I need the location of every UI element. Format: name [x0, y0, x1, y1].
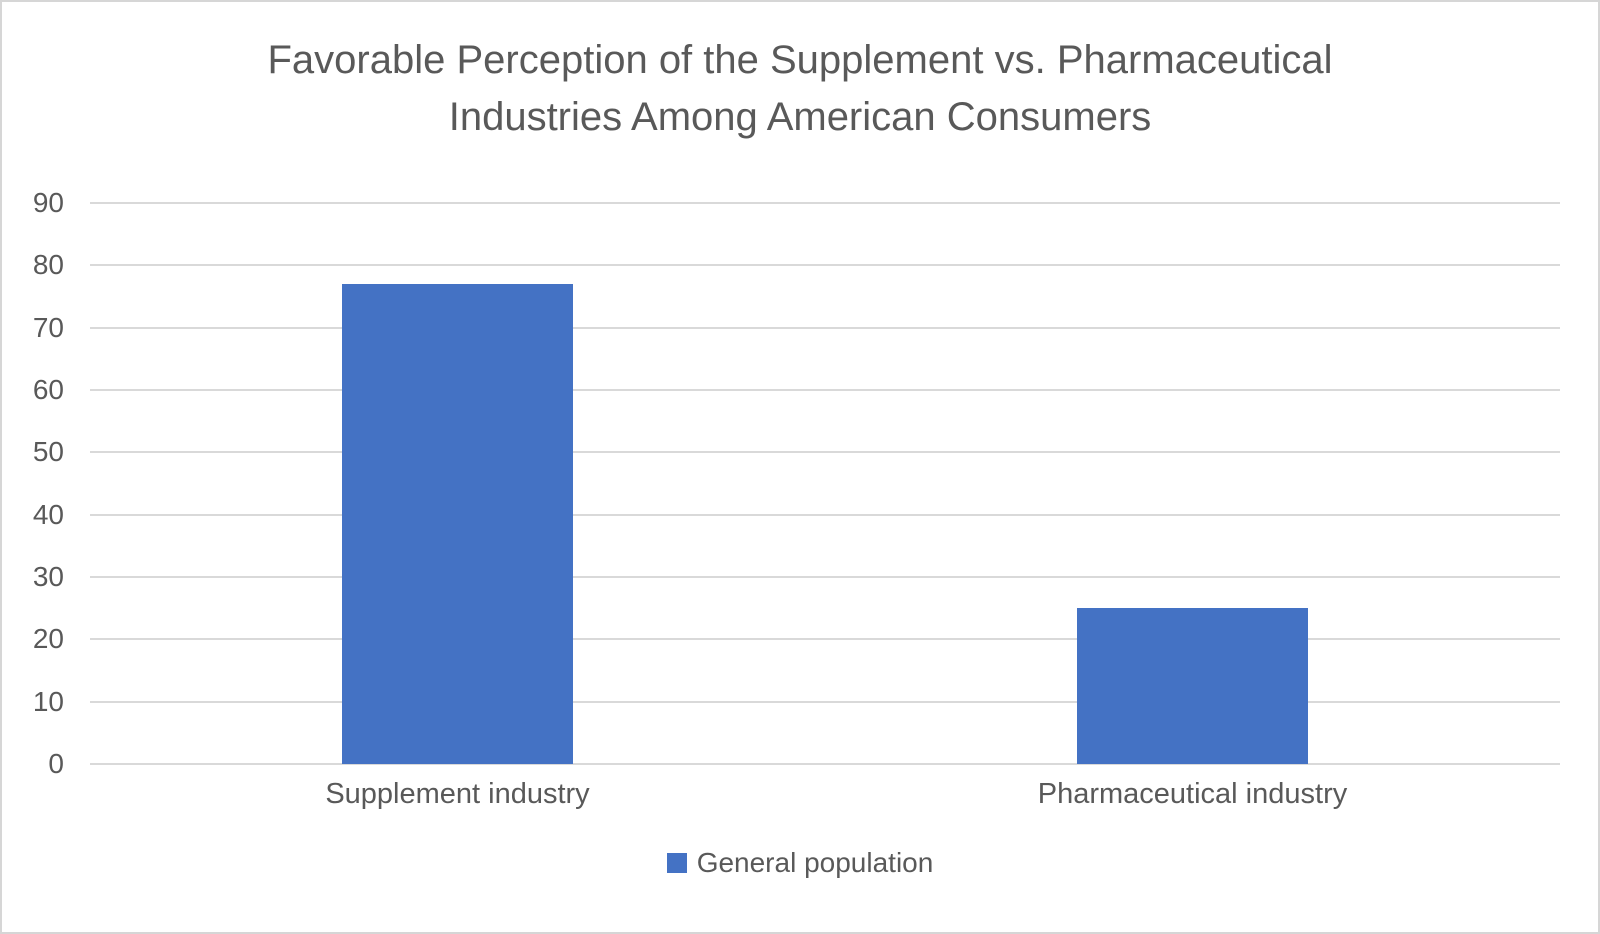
gridline: [90, 700, 1560, 703]
y-axis-tick-label: 20: [32, 623, 64, 655]
x-category-label: Supplement industry: [325, 778, 590, 810]
gridline: [90, 202, 1560, 204]
gridline: [90, 513, 1560, 516]
plot-area: [90, 202, 1560, 765]
gridline: [90, 451, 1560, 454]
gridline: [90, 264, 1560, 267]
gridline: [90, 638, 1560, 641]
chart-title: Favorable Perception of the Supplement v…: [267, 38, 1333, 139]
gridline: [90, 763, 1560, 765]
y-axis-tick-label: 30: [32, 561, 64, 592]
y-axis-tick-label: 90: [32, 187, 64, 218]
legend: General population: [2, 847, 1598, 879]
legend-label: General population: [696, 847, 934, 878]
gridline: [90, 576, 1560, 578]
bar-supplement-industry: [342, 284, 573, 764]
gridline: [90, 389, 1560, 391]
y-axis-tick-label: 60: [32, 374, 64, 405]
y-axis-tick-label: 50: [32, 436, 64, 468]
legend-swatch-icon: [666, 853, 687, 873]
y-axis-tick-label: 40: [32, 498, 64, 530]
y-axis-tick-label: 0: [48, 748, 64, 779]
y-axis-tick-label: 80: [32, 249, 64, 281]
x-category-label: Pharmaceutical industry: [1037, 778, 1348, 810]
y-axis-tick-label: 10: [32, 685, 64, 717]
y-axis-tick-label: 70: [32, 311, 64, 343]
gridline: [90, 326, 1560, 329]
bar-pharmaceutical-industry: [1077, 608, 1308, 764]
